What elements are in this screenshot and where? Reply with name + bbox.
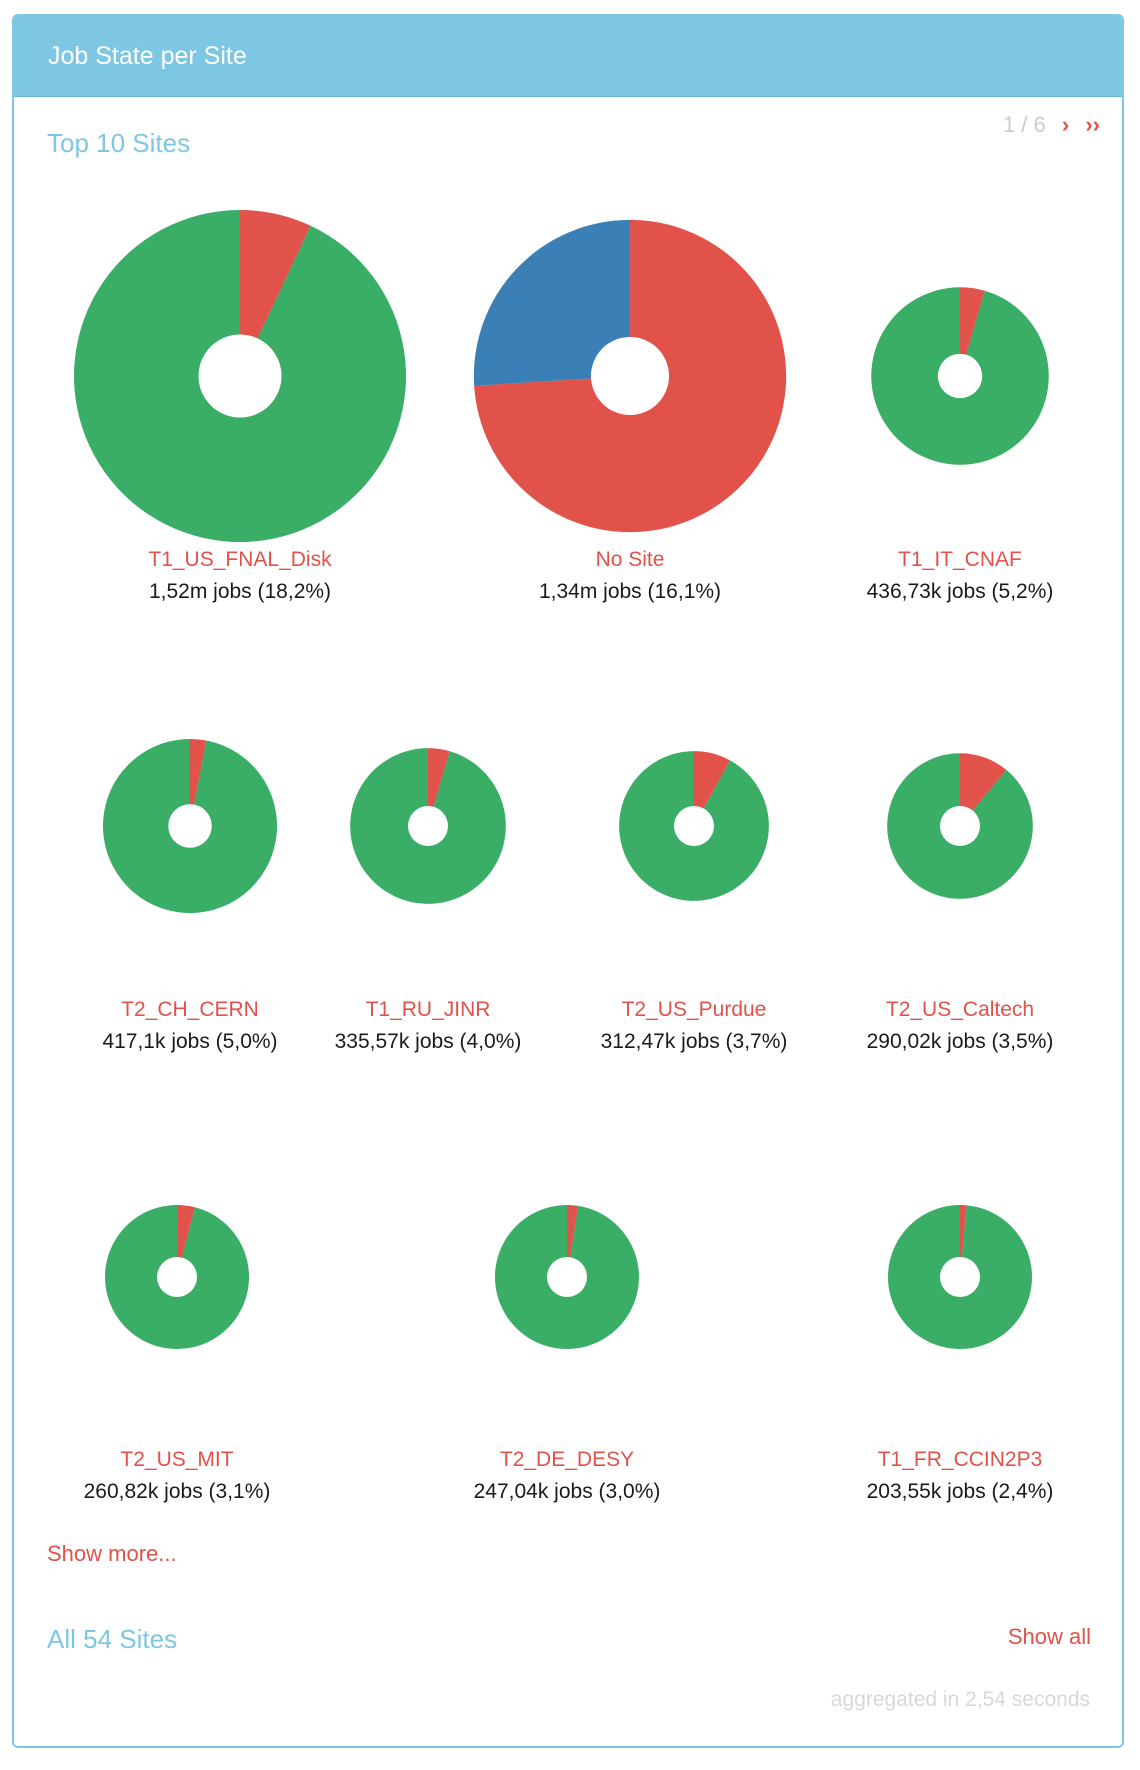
pie-slice-red[interactable] bbox=[428, 748, 450, 826]
aggregation-time: aggregated in 2,54 seconds bbox=[830, 1688, 1090, 1711]
site-name-label[interactable]: T1_FR_CCIN2P3 bbox=[878, 1448, 1043, 1471]
pie-t1-it-cnaf[interactable] bbox=[871, 287, 1049, 465]
pie-slice-red[interactable] bbox=[694, 751, 731, 826]
pie-t1-us-fnal-disk[interactable] bbox=[73, 210, 406, 542]
pie-hole bbox=[408, 806, 448, 846]
site-name-label[interactable]: T1_IT_CNAF bbox=[898, 548, 1022, 571]
show-all-link[interactable]: Show all bbox=[1007, 1624, 1091, 1649]
site-name-label[interactable]: T2_US_MIT bbox=[120, 1448, 233, 1471]
pie-hole bbox=[937, 353, 983, 399]
pie-slice-red[interactable] bbox=[190, 738, 207, 826]
site-jobs-label: 1,34m jobs (16,1%) bbox=[539, 580, 721, 603]
last-page-button[interactable]: ›› bbox=[1085, 112, 1100, 137]
pie-t2-de-desy[interactable] bbox=[494, 1204, 639, 1349]
all-sites-title: All 54 Sites bbox=[47, 1624, 178, 1654]
pie-no-site[interactable] bbox=[473, 219, 787, 533]
top-sites-title: Top 10 Sites bbox=[47, 128, 191, 158]
pie-hole bbox=[940, 1257, 980, 1297]
site-name-label[interactable]: T2_US_Purdue bbox=[622, 998, 767, 1021]
site-jobs-label: 335,57k jobs (4,0%) bbox=[335, 1030, 522, 1053]
site-jobs-label: 260,82k jobs (3,1%) bbox=[84, 1480, 271, 1503]
pie-t2-us-mit[interactable] bbox=[105, 1205, 250, 1349]
pie-t1-fr-ccin2p3[interactable] bbox=[887, 1205, 1032, 1349]
pie-hole bbox=[940, 806, 980, 846]
site-jobs-label: 203,55k jobs (2,4%) bbox=[867, 1480, 1054, 1503]
site-jobs-label: 290,02k jobs (3,5%) bbox=[867, 1030, 1054, 1053]
pie-hole bbox=[157, 1257, 197, 1297]
show-more-link[interactable]: Show more... bbox=[47, 1541, 177, 1566]
panel-title: Job State per Site bbox=[14, 16, 1122, 97]
pie-hole bbox=[168, 804, 212, 848]
next-page-button[interactable]: › bbox=[1061, 112, 1070, 137]
site-jobs-label: 1,52m jobs (18,2%) bbox=[149, 580, 331, 603]
site-name-label[interactable]: T2_DE_DESY bbox=[500, 1448, 634, 1471]
pie-hole bbox=[590, 336, 670, 416]
pie-slice-red[interactable] bbox=[960, 287, 985, 376]
pager: 1 / 6 › ›› bbox=[993, 112, 1100, 138]
site-name-label[interactable]: T1_RU_JINR bbox=[366, 998, 491, 1021]
pie-t2-ch-cern[interactable] bbox=[102, 738, 278, 914]
site-jobs-label: 436,73k jobs (5,2%) bbox=[867, 580, 1054, 603]
site-jobs-label: 247,04k jobs (3,0%) bbox=[474, 1480, 661, 1503]
site-jobs-label: 417,1k jobs (5,0%) bbox=[102, 1030, 277, 1053]
pie-slice-red[interactable] bbox=[240, 210, 311, 376]
site-name-label[interactable]: T2_CH_CERN bbox=[121, 998, 259, 1021]
pie-slice-blue[interactable] bbox=[473, 219, 630, 386]
pie-hole bbox=[198, 334, 282, 418]
page-indicator: 1 / 6 bbox=[1002, 112, 1046, 137]
pie-slice-red[interactable] bbox=[960, 753, 1007, 826]
pie-hole bbox=[547, 1257, 587, 1297]
pie-t1-ru-jinr[interactable] bbox=[350, 748, 506, 904]
site-name-label[interactable]: T1_US_FNAL_Disk bbox=[148, 548, 332, 571]
pie-t2-us-purdue[interactable] bbox=[619, 751, 769, 901]
pie-t2-us-caltech[interactable] bbox=[887, 753, 1033, 899]
site-jobs-label: 312,47k jobs (3,7%) bbox=[601, 1030, 788, 1053]
site-name-label[interactable]: T2_US_Caltech bbox=[886, 998, 1034, 1021]
pie-hole bbox=[674, 806, 714, 846]
site-name-label[interactable]: No Site bbox=[596, 548, 665, 571]
